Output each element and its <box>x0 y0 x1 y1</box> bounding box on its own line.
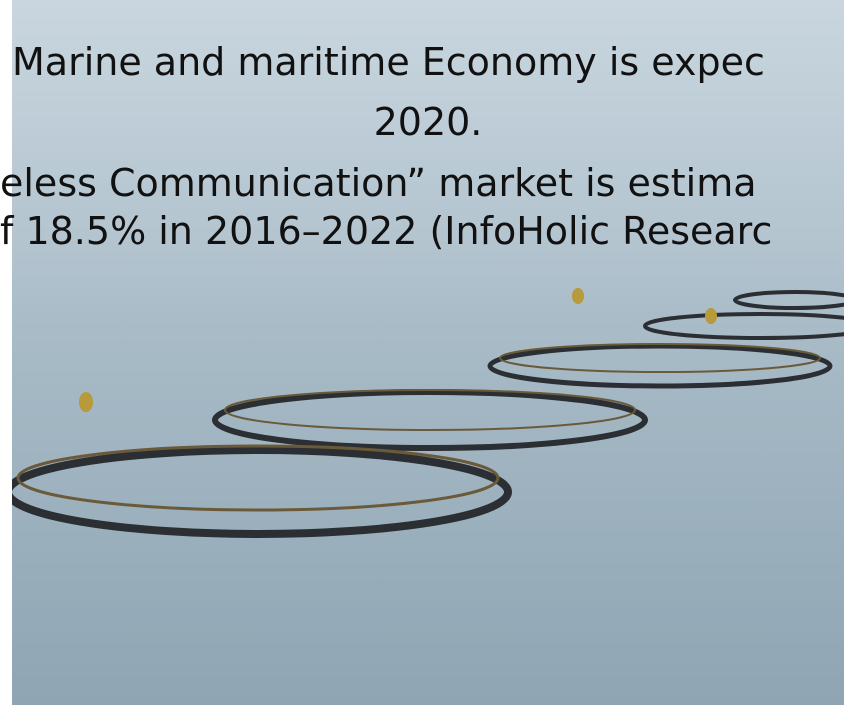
fish-farm <box>12 290 844 538</box>
buoys <box>79 288 717 412</box>
text-line: f 18.5% in 2016–2022 (InfoHolic Researc <box>0 209 772 253</box>
photo <box>12 0 844 705</box>
text-line: 2020. <box>374 100 483 144</box>
text-line: eless Communication” market is estima <box>0 161 757 205</box>
text-line: Marine and maritime Economy is expec <box>12 40 765 84</box>
